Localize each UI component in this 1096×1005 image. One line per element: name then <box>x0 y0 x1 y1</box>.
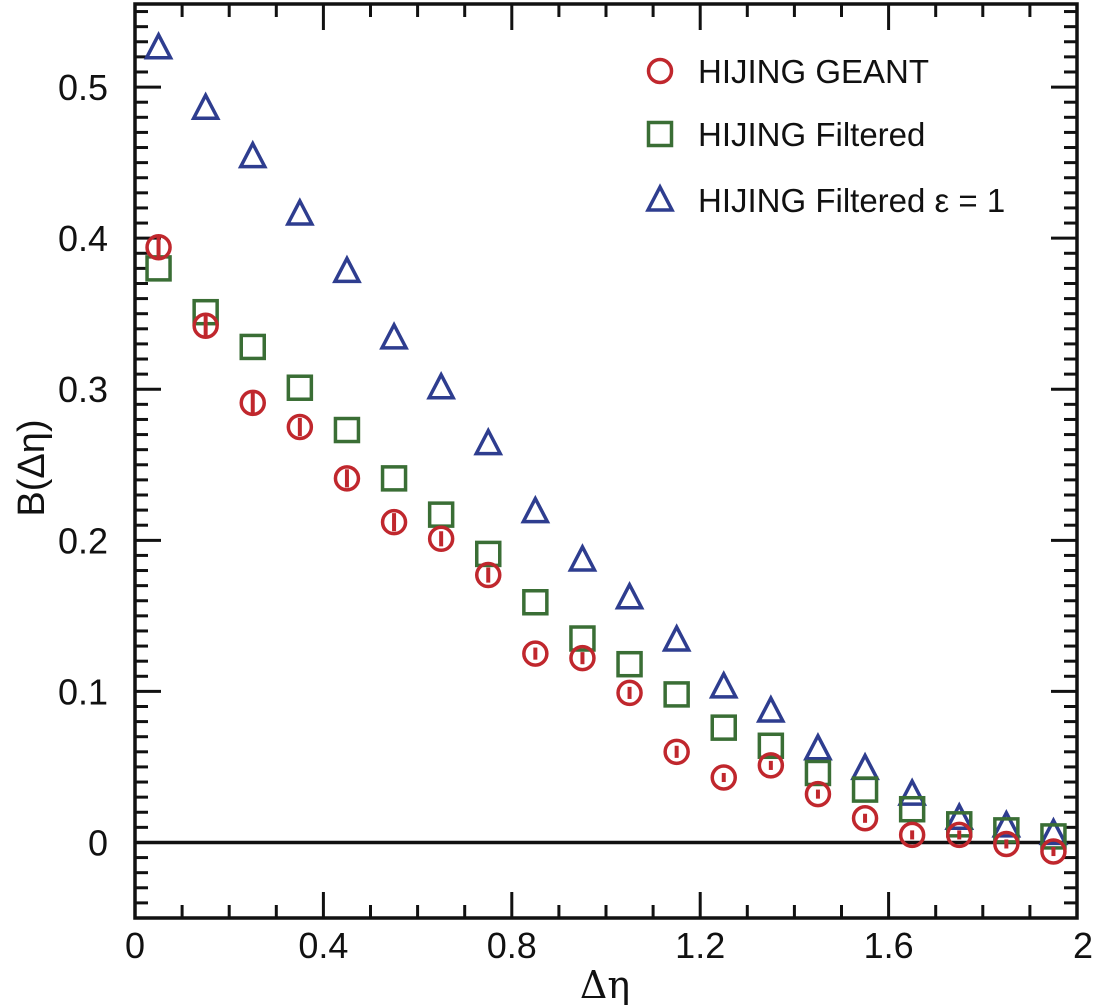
data-point-circle <box>286 413 314 441</box>
data-point-triangle <box>473 426 504 456</box>
data-point-circle <box>616 679 643 707</box>
data-point-circle <box>898 821 926 849</box>
data-point-triangle <box>614 580 645 610</box>
data-point-circle <box>333 465 361 492</box>
data-point-circle <box>522 640 549 667</box>
legend: HIJING GEANT HIJING Filtered HIJING Filter… <box>645 53 1005 219</box>
data-point-circle <box>946 821 973 849</box>
legend-marker-triangle <box>645 183 675 212</box>
legend-label: HIJING GEANT <box>698 53 929 90</box>
data-point-square <box>427 501 455 528</box>
data-point-triangle <box>897 777 928 806</box>
x-tick-label: 0.4 <box>298 925 348 966</box>
data-points <box>143 31 1069 865</box>
data-point-triangle <box>426 370 457 400</box>
data-point-triangle <box>379 321 409 350</box>
y-axis-title: B(Δη) <box>11 419 53 516</box>
x-tick-label: 1.6 <box>864 925 914 966</box>
data-point-triangle <box>1038 816 1069 846</box>
y-tick-label: 0.3 <box>58 369 108 410</box>
data-point-triangle <box>567 543 598 572</box>
data-point-square <box>663 681 690 708</box>
data-point-triangle <box>755 694 786 723</box>
data-point-circle <box>145 233 172 261</box>
data-point-square <box>239 333 266 361</box>
x-axis-title: Δη <box>580 963 630 1005</box>
y-tick-label: 0.5 <box>58 67 108 108</box>
data-point-square <box>710 714 737 741</box>
plot-frame <box>133 2 1079 920</box>
data-point-circle <box>427 525 455 553</box>
data-point-square <box>616 650 643 678</box>
data-point-triangle <box>944 801 975 831</box>
data-point-triangle <box>190 91 221 120</box>
data-point-square <box>804 759 832 787</box>
data-point-square <box>286 374 314 401</box>
data-point-circle <box>710 764 737 791</box>
data-point-circle <box>993 830 1020 858</box>
data-point-triangle <box>237 139 268 169</box>
legend-marker-circle <box>646 57 674 85</box>
y-tick-label: 0.4 <box>58 218 108 259</box>
data-point-square <box>898 795 926 823</box>
data-point-triangle <box>143 31 174 60</box>
series-square <box>145 255 1067 850</box>
data-point-circle <box>804 780 832 808</box>
data-point-circle <box>192 312 219 340</box>
data-point-circle <box>475 561 502 589</box>
legend-marker-square <box>646 120 674 148</box>
y-tick-label: 0.1 <box>58 671 108 712</box>
x-tick-label: 0 <box>125 925 145 966</box>
data-point-triangle <box>284 197 315 226</box>
series-circle <box>145 233 1067 865</box>
data-point-square <box>380 465 408 492</box>
data-point-square <box>851 776 879 803</box>
data-point-circle <box>1040 838 1067 865</box>
data-point-triangle <box>803 732 833 761</box>
data-point-triangle <box>661 623 692 652</box>
data-point-circle <box>757 752 785 779</box>
data-point-circle <box>851 805 879 832</box>
data-point-triangle <box>332 254 362 284</box>
data-point-triangle <box>991 809 1022 838</box>
data-point-square <box>333 416 361 444</box>
series-triangle <box>143 31 1069 846</box>
data-point-circle <box>663 738 690 766</box>
x-tick-label: 0.8 <box>487 925 537 966</box>
data-point-circle <box>239 389 266 417</box>
data-point-triangle <box>850 751 880 781</box>
x-tick-label: 2 <box>1073 925 1093 966</box>
data-point-square <box>522 589 549 616</box>
legend-label: HIJING Filtered <box>698 116 925 153</box>
legend-label: HIJING Filtered ε = 1 <box>698 182 1005 219</box>
axes: 0 0.1 0.2 0.3 0.4 0.5 0 0.4 0.8 1.2 1.6 2 <box>58 2 1093 966</box>
data-point-square <box>569 625 596 652</box>
data-point-square <box>475 540 502 568</box>
data-point-circle <box>380 508 408 536</box>
y-tick-label: 0.2 <box>58 520 108 561</box>
data-point-triangle <box>708 670 739 699</box>
data-point-triangle <box>520 494 551 524</box>
data-point-circle <box>569 644 596 672</box>
y-tick-label: 0 <box>88 822 108 863</box>
data-point-square <box>757 732 785 760</box>
x-tick-label: 1.2 <box>675 925 725 966</box>
